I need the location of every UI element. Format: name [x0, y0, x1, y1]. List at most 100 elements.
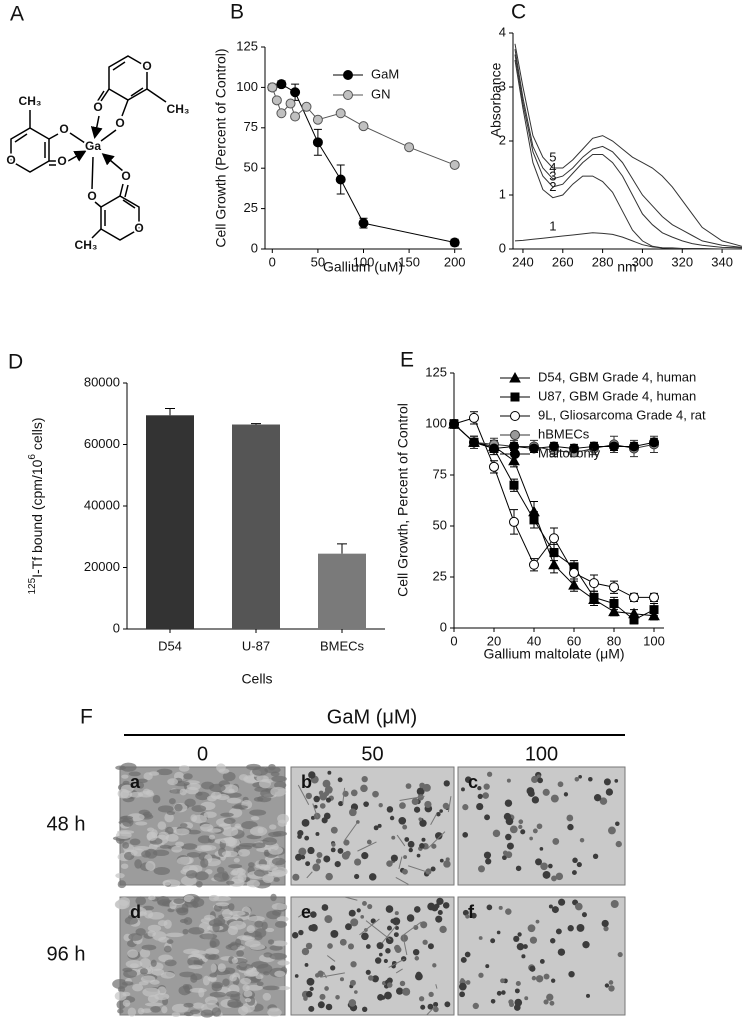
cell	[208, 953, 220, 961]
cell	[414, 956, 420, 961]
bar	[146, 415, 194, 629]
cell	[195, 791, 210, 801]
y-tick-label: 125	[236, 38, 258, 53]
cell	[385, 905, 394, 913]
x-tick-label: 150	[398, 254, 420, 269]
cell	[464, 776, 472, 784]
bond	[48, 133, 59, 140]
cell	[354, 858, 362, 866]
y-axis-title: Absorbance	[488, 62, 504, 137]
cell	[250, 816, 260, 821]
cell	[478, 972, 484, 978]
neurite	[398, 856, 403, 869]
cell	[129, 838, 141, 846]
cell	[263, 849, 270, 857]
cell	[576, 924, 585, 932]
legend-label: hBMECs	[538, 426, 590, 441]
micrograph-bg	[457, 896, 626, 1016]
cell	[218, 768, 230, 774]
cell	[552, 838, 560, 845]
cell	[399, 802, 406, 809]
cell	[386, 806, 394, 813]
cell	[437, 909, 443, 916]
cell	[298, 847, 307, 856]
neurite	[430, 813, 438, 826]
bond	[14, 133, 28, 143]
cell	[207, 976, 217, 982]
cell	[228, 864, 243, 869]
legend-label: GaM	[371, 66, 399, 81]
marker	[312, 137, 323, 148]
cell	[462, 804, 469, 811]
cell	[599, 797, 608, 805]
marker	[285, 98, 296, 109]
marker	[589, 592, 599, 602]
y-tick-label: 100	[236, 79, 258, 94]
cell	[208, 834, 216, 840]
cell	[413, 906, 421, 913]
neurite	[365, 920, 391, 941]
cell	[249, 809, 267, 816]
cell	[516, 942, 525, 951]
cell	[317, 970, 324, 977]
cell	[119, 815, 134, 820]
cell	[539, 959, 545, 964]
cell	[395, 926, 399, 930]
cell	[304, 963, 309, 967]
cell	[372, 790, 379, 798]
cell	[186, 870, 198, 879]
cell	[167, 778, 179, 786]
cell	[416, 853, 421, 858]
legend-label: D54, GBM Grade 4, human	[538, 369, 696, 384]
cell	[341, 851, 350, 860]
micrograph-bg	[290, 896, 455, 1016]
cell	[555, 872, 564, 881]
chart: 0 20000 40000 60000 80000 Cells 125I-Tf bound …	[27, 374, 385, 687]
neurite	[388, 958, 405, 968]
cell	[308, 771, 316, 779]
cell	[262, 992, 272, 1001]
cell	[304, 835, 310, 841]
cell	[513, 935, 520, 943]
cell	[390, 854, 398, 862]
neurite	[435, 984, 438, 989]
cell	[220, 837, 234, 844]
cell	[337, 777, 343, 783]
cell	[226, 880, 235, 885]
cell	[171, 845, 183, 853]
legend-label: U87, GBM Grade 4, human	[538, 388, 696, 403]
cell	[505, 833, 512, 841]
cell	[537, 777, 544, 784]
x-tick-label: 200	[444, 254, 466, 269]
marker	[568, 579, 580, 590]
cell	[433, 1006, 439, 1013]
row-label: 48 h	[47, 813, 86, 835]
cell	[592, 853, 599, 859]
legend-marker	[343, 70, 353, 80]
cell	[617, 951, 623, 958]
cell	[402, 868, 408, 875]
cell	[356, 820, 360, 824]
micrograph: d	[112, 893, 291, 1018]
cell	[322, 779, 331, 788]
cell	[477, 793, 483, 799]
cell	[601, 919, 609, 928]
marker	[489, 461, 499, 472]
cell	[330, 826, 338, 834]
cell	[458, 982, 467, 991]
cell	[245, 967, 260, 977]
cell	[127, 1007, 137, 1017]
marker	[290, 87, 301, 98]
y-tick-label: 2	[499, 132, 506, 147]
cell	[404, 837, 410, 842]
cell	[496, 930, 501, 935]
cell	[505, 908, 512, 915]
cell	[603, 778, 611, 786]
cell	[147, 924, 162, 932]
cell	[390, 918, 396, 924]
cell	[137, 781, 145, 789]
cell	[144, 1002, 163, 1007]
x-tick-label: BMECs	[320, 638, 365, 653]
atom: O	[59, 122, 68, 136]
marker	[528, 505, 540, 517]
